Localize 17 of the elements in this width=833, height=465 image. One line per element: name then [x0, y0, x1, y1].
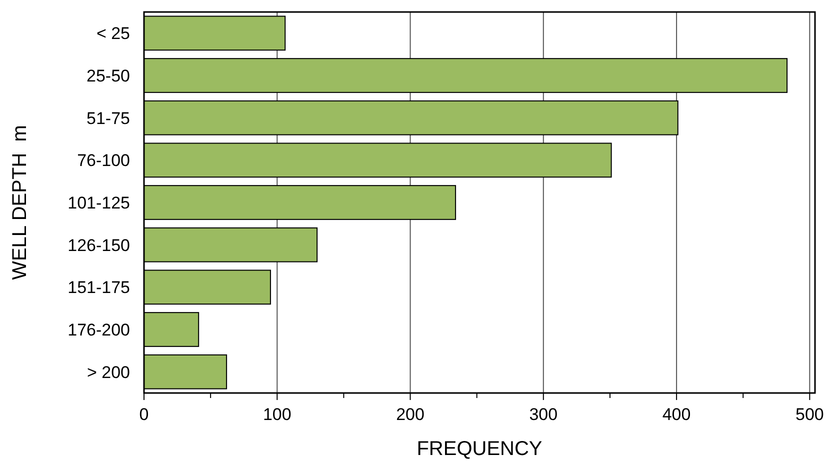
y-tick-label: 126-150: [68, 236, 130, 255]
y-tick-label: 51-75: [86, 108, 130, 128]
y-tick-label: 176-200: [68, 320, 130, 340]
y-axis-title: WELL DEPTH m: [9, 125, 31, 280]
y-tick-label: 76-100: [77, 151, 130, 170]
x-tick-label: 0: [139, 405, 149, 424]
x-tick-label: 200: [396, 405, 424, 424]
y-tick-label: 25-50: [86, 66, 130, 86]
y-tick-label: 151-175: [68, 278, 130, 298]
y-tick-label: > 200: [86, 362, 130, 382]
x-axis-title: FREQUENCY: [416, 438, 542, 460]
x-tick-label: 400: [662, 405, 691, 424]
y-tick-label: 101-125: [68, 193, 130, 212]
x-tick-label: 300: [529, 405, 558, 424]
x-tick-label: 100: [262, 405, 292, 424]
y-tick-label: < 25: [96, 24, 130, 44]
x-tick-label: 500: [795, 405, 824, 424]
